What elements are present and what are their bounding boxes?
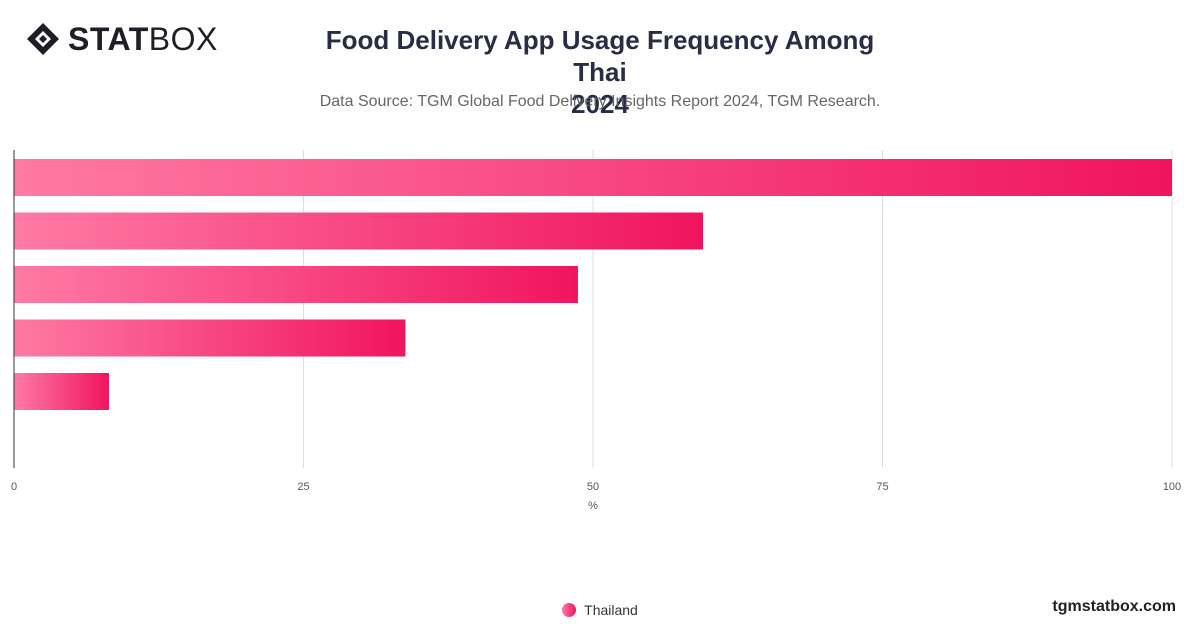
bars	[14, 159, 1172, 410]
bar[interactable]	[14, 319, 406, 357]
chart-title-line-2: 2024	[571, 89, 629, 119]
x-tick-label: 0	[11, 481, 17, 493]
bar[interactable]	[14, 266, 578, 303]
legend[interactable]: Thailand	[0, 602, 1200, 618]
chart-subtitle: Data Source: TGM Global Food Delivery In…	[319, 93, 881, 110]
x-tick-label: 100	[1163, 481, 1181, 493]
bar[interactable]	[14, 159, 1172, 196]
x-axis-label: %	[588, 500, 598, 512]
diamond-logo-icon	[27, 23, 59, 55]
logo-wordmark: STATBOX	[68, 23, 218, 55]
statbox-logo: STATBOX	[26, 22, 218, 56]
x-tick-label: 50	[587, 481, 599, 493]
gridlines	[303, 150, 1173, 468]
bar[interactable]	[14, 212, 704, 250]
chart-title: Food Delivery App Usage Frequency Among …	[300, 24, 900, 120]
x-tick-label: 75	[876, 481, 888, 493]
logo-box: BOX	[148, 21, 218, 57]
chart-title-line-1: Food Delivery App Usage Frequency Among …	[325, 25, 875, 87]
x-axis: 0 25 50 75 100%	[11, 150, 1181, 512]
legend-label-thailand: Thailand	[584, 602, 638, 618]
legend-marker-icon	[562, 603, 577, 617]
x-tick-label: 25	[297, 481, 309, 493]
logo-stat: STAT	[68, 21, 149, 57]
bar[interactable]	[14, 373, 109, 410]
website-footer: tgmstatbox.com	[1052, 598, 1176, 615]
